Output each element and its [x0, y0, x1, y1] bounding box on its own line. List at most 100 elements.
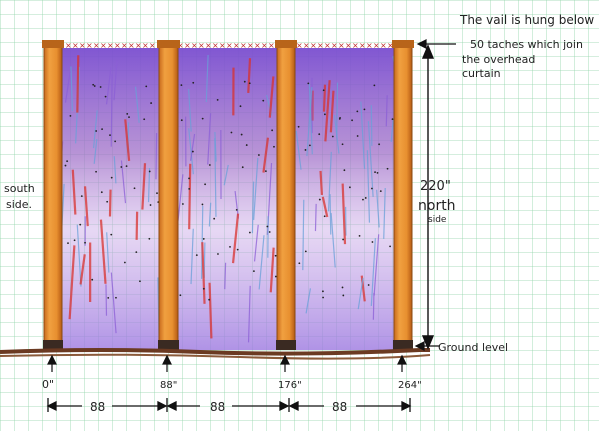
tache-mark: ×	[142, 41, 149, 50]
curtain-dot	[252, 270, 255, 273]
curtain-streak	[372, 292, 375, 320]
curtain-dot	[156, 192, 158, 195]
curtain-dot	[139, 280, 141, 283]
tache-mark: ×	[114, 41, 121, 50]
curtain-dot	[304, 149, 307, 151]
curtain-streak	[247, 285, 251, 343]
position-label: 0"	[42, 378, 54, 391]
curtain-streak	[231, 213, 240, 264]
curtain-streak	[76, 224, 82, 287]
curtain-dot	[351, 119, 353, 122]
curtain-dot	[229, 245, 231, 248]
span-label: 88	[210, 400, 225, 414]
curtain-dot	[135, 251, 138, 254]
curtain-dot	[80, 195, 83, 197]
curtain-streak	[341, 183, 347, 245]
tache-mark: ×	[219, 41, 226, 50]
curtain-dot	[191, 150, 194, 153]
curtain-dot	[109, 134, 111, 137]
curtain-dot	[389, 245, 391, 248]
pillar-cap-1	[42, 40, 64, 48]
curtain-streak	[207, 113, 212, 165]
curtain-dot	[378, 143, 381, 146]
curtain-streak	[383, 187, 386, 239]
curtain-dot	[73, 239, 76, 242]
curtain-dot	[230, 131, 233, 134]
curtain-dot	[322, 89, 325, 92]
curtain-dot	[268, 231, 271, 233]
curtain-dot	[307, 82, 310, 85]
tache-mark: ×	[268, 41, 275, 50]
tache-mark: ×	[198, 41, 205, 50]
curtain-streak	[322, 84, 327, 112]
curtain-dot	[248, 231, 251, 234]
curtain-dot	[125, 165, 128, 168]
pillar-4	[393, 41, 413, 347]
position-arrows	[47, 354, 407, 372]
curtain-dot	[362, 198, 364, 201]
curtain-streak	[224, 262, 227, 290]
curtain-dot	[304, 250, 307, 253]
tache-mark: ×	[107, 41, 114, 50]
curtain-streak	[70, 66, 73, 112]
curtain-dot	[341, 143, 344, 146]
taches-row: × × × × × × × × × × × × × × × × × × × × × × × × × × × × × × × × × × × × × × × ×…	[44, 41, 415, 50]
curtain-streak	[93, 138, 98, 164]
tache-mark: ×	[352, 41, 359, 50]
curtain-dot	[95, 130, 98, 132]
curtain-streak	[247, 58, 252, 94]
curtain-streak	[190, 228, 194, 285]
curtain-dot	[148, 170, 151, 173]
curtain-streak	[79, 254, 86, 285]
curtain-streak	[223, 164, 229, 186]
tache-mark: ×	[100, 41, 107, 50]
pillar-socket-4	[393, 340, 413, 350]
curtain-streak	[268, 76, 275, 118]
curtain-dot	[93, 85, 96, 87]
curtain-streak	[155, 132, 158, 180]
curtain-dot	[120, 166, 123, 168]
curtain-dot	[107, 297, 110, 299]
curtain-streak	[113, 60, 118, 101]
curtain-dot	[379, 190, 382, 193]
curtain-dot	[274, 254, 277, 257]
note-arrow	[416, 39, 456, 49]
pillars	[42, 40, 414, 350]
curtain-dot	[341, 286, 344, 289]
curtain-streak	[110, 73, 113, 147]
curtain-streak	[71, 169, 77, 215]
curtain-streak	[188, 128, 194, 175]
curtain-dot	[274, 275, 277, 278]
tache-mark: ×	[317, 41, 324, 50]
curtain-streak	[134, 86, 140, 123]
position-label: 88"	[160, 380, 177, 391]
curtain-dot	[358, 234, 361, 237]
pillar-cap-4	[392, 40, 414, 48]
curtain-dot	[342, 294, 345, 297]
curtain-streak	[258, 235, 265, 290]
tache-mark: ×	[338, 41, 345, 50]
tache-mark: ×	[226, 41, 233, 50]
curtain-dot	[376, 171, 379, 174]
curtain-dot	[331, 135, 334, 138]
curtain-streak	[330, 212, 336, 268]
curtain-streak	[376, 189, 380, 228]
curtain-dot	[271, 129, 274, 132]
tache-mark: ×	[359, 41, 366, 50]
tache-mark: ×	[261, 41, 268, 50]
curtain-streak	[321, 196, 329, 218]
curtain-dot	[374, 171, 376, 174]
curtain-dot	[150, 102, 153, 104]
curtain-streak	[308, 83, 313, 155]
curtain-streak	[329, 90, 335, 133]
curtain-dot	[195, 254, 198, 257]
curtain-dot	[322, 290, 324, 293]
tache-mark: ×	[380, 41, 387, 50]
curtain-dot	[322, 296, 324, 299]
curtain-dot	[201, 203, 204, 206]
curtain-streak	[251, 181, 255, 234]
curtain-streak	[124, 119, 131, 161]
pillar-cap-3	[275, 40, 297, 48]
curtain-streak	[319, 170, 324, 195]
curtain-dot	[91, 278, 94, 281]
